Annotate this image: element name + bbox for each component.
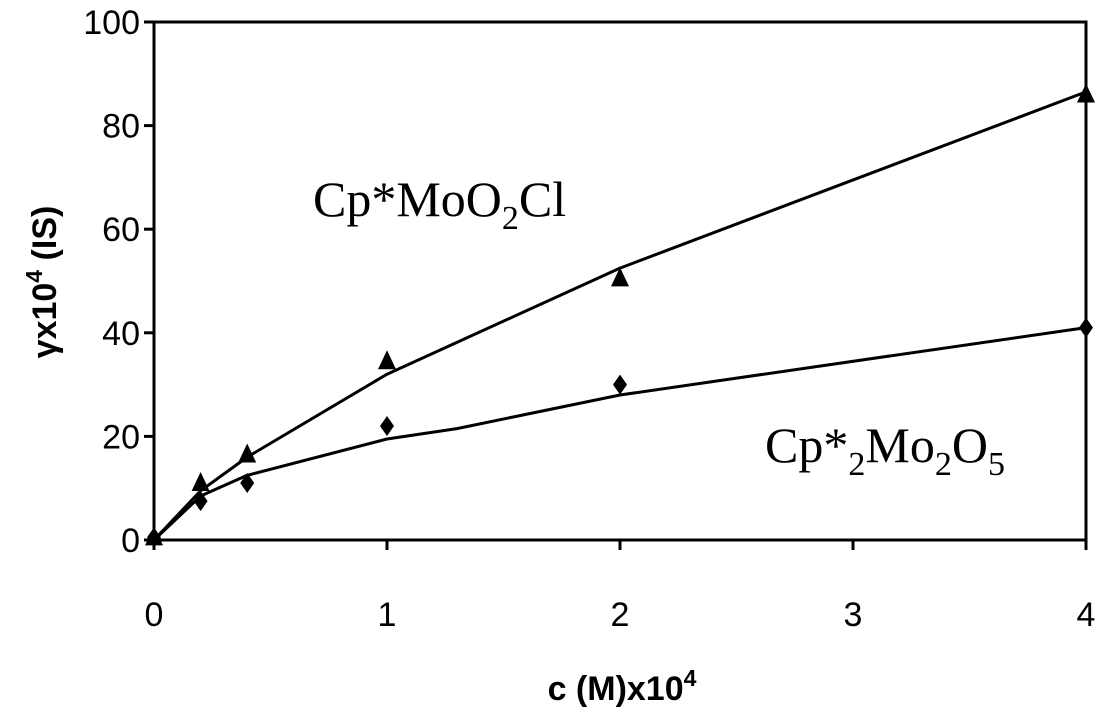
diamond-marker	[380, 416, 394, 437]
x-tick-label: 0	[145, 596, 164, 634]
y-axis: 0 20 40 60 80 100	[83, 4, 154, 560]
x-axis: 0 1 2 3 4	[145, 540, 1096, 634]
fit-line-series-1	[152, 326, 1087, 542]
y-tick-label: 80	[102, 108, 140, 146]
triangle-marker	[378, 350, 396, 370]
diamond-marker	[193, 491, 208, 512]
y-tick-label: 40	[102, 315, 140, 353]
x-tick-label: 3	[844, 596, 863, 634]
data-points	[145, 83, 1095, 548]
diamond-marker	[1079, 317, 1093, 338]
diamond-marker	[613, 374, 627, 395]
triangle-marker	[191, 472, 210, 492]
series-label-cp2mo2o5: Cp*2Mo2O5	[765, 417, 1005, 483]
x-tick-label: 4	[1077, 596, 1096, 634]
fit-line-series-0	[152, 90, 1087, 542]
y-tick-label: 60	[102, 211, 140, 249]
y-axis-title: γx104 (IS)	[21, 206, 64, 359]
diamond-marker	[147, 527, 161, 548]
y-tick-label: 20	[102, 418, 140, 456]
y-tick-label: 100	[83, 4, 140, 42]
x-axis-title: c (M)x104	[548, 665, 697, 708]
y-tick-label: 0	[121, 522, 140, 560]
triangle-marker	[611, 267, 629, 287]
series-label-cp-moo2cl: Cp*MoO2Cl	[313, 171, 566, 237]
diamond-marker	[240, 473, 255, 494]
x-tick-label: 2	[611, 596, 630, 634]
triangle-marker	[238, 443, 257, 463]
triangle-marker	[1077, 83, 1095, 103]
x-tick-label: 1	[378, 596, 397, 634]
